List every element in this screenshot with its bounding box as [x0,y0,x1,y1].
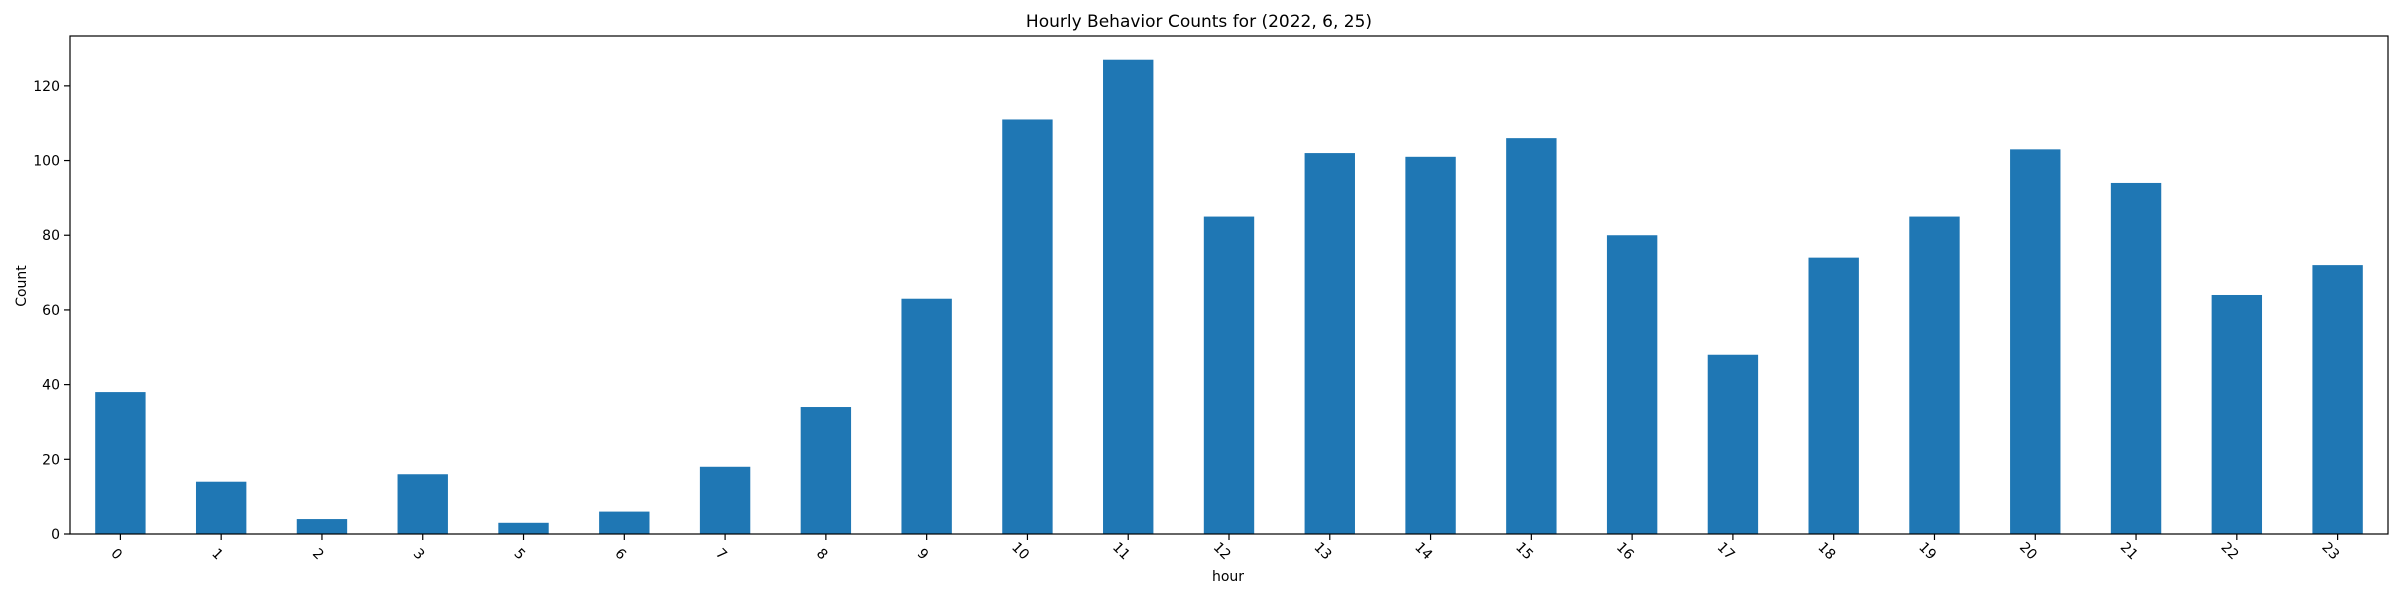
chart-title: Hourly Behavior Counts for (2022, 6, 25) [1026,12,1372,32]
bar-2 [296,519,348,534]
bar-20 [2010,149,2061,534]
x-tick-label: 21 [2117,539,2141,563]
x-tick-label: 12 [1210,539,1234,563]
x-tick-label: 16 [1613,539,1637,563]
bar-21 [2110,182,2162,534]
x-tick-label: 22 [2218,539,2242,563]
x-tick-label: 14 [1411,539,1435,563]
y-tick-label: 20 [42,452,60,468]
y-axis-label: Count [14,265,30,307]
bar-11 [1103,59,1154,534]
bar-15 [1506,138,1557,535]
bar-12 [1203,216,1255,534]
x-tick-label: 11 [1109,539,1133,563]
x-tick-label: 20 [2016,539,2040,563]
x-tick-label: 18 [1814,539,1838,563]
bar-13 [1304,153,1355,534]
y-tick-label: 120 [33,79,60,95]
bar-8 [800,407,852,534]
bar-23 [2312,265,2363,534]
x-tick-label: 0 [107,546,125,564]
bar-16 [1606,235,1658,534]
x-tick-label: 15 [1512,539,1536,563]
bar-19 [1909,216,1960,534]
x-tick-label: 17 [1714,539,1738,563]
x-tick-label: 8 [813,546,831,564]
bar-6 [599,511,650,534]
bar-14 [1405,156,1456,535]
x-axis-label: hour [1212,569,1244,585]
y-tick-label: 0 [51,527,60,543]
x-tick-label: 7 [712,546,730,564]
x-tick-label: 6 [611,546,629,564]
bar-7 [699,466,751,534]
bar-9 [901,298,952,534]
y-tick-label: 80 [42,228,60,244]
x-tick-label: 19 [1915,539,1939,563]
x-tick-label: 5 [511,546,529,564]
bar-5 [498,522,549,534]
x-tick-label: 9 [914,546,932,564]
bar-17 [1707,354,1759,534]
bar-22 [2211,294,2263,534]
bar-0 [95,392,146,534]
x-tick-label: 23 [2318,539,2342,563]
y-tick-label: 60 [42,303,60,319]
x-tick-label: 13 [1311,539,1335,563]
x-tick-label: 2 [309,546,327,564]
bar-18 [1808,257,1859,534]
bar-1 [195,481,247,534]
y-tick-label: 100 [33,154,60,170]
x-tick-label: 10 [1008,539,1032,563]
x-tick-label: 3 [410,546,428,564]
bar-3 [397,474,448,534]
bar-10 [1002,119,1053,534]
y-tick-label: 40 [42,378,60,394]
x-tick-label: 1 [208,546,226,564]
